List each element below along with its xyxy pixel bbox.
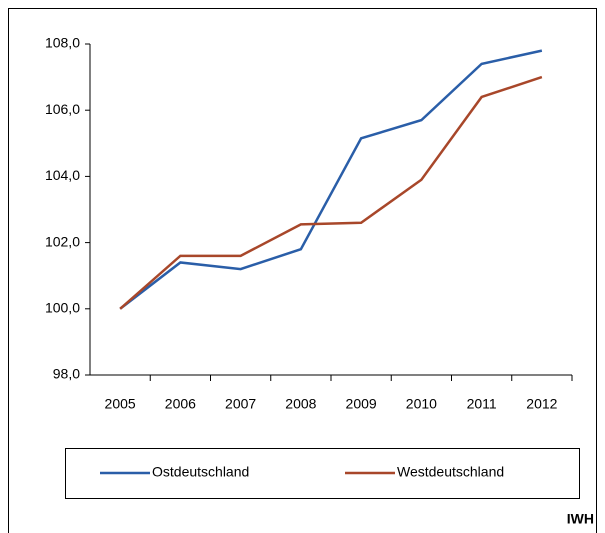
y-tick-label: 106,0 <box>45 101 80 117</box>
x-tick-label: 2011 <box>467 396 497 412</box>
line <box>119 75 543 310</box>
x-tick-label: 2008 <box>285 396 316 412</box>
y-tick-label: 100,0 <box>45 300 80 316</box>
y-tick-label: 98,0 <box>53 366 80 382</box>
x-tick-label: 2009 <box>346 396 377 412</box>
x-tick-label: 2005 <box>105 396 136 412</box>
legend-label: Ostdeutschland <box>152 464 249 480</box>
x-tick-label: 2010 <box>406 396 437 412</box>
frame <box>8 8 597 533</box>
y-tick-label: 102,0 <box>45 233 80 249</box>
x-tick-label: 2012 <box>526 396 557 412</box>
x-tick-label: 2006 <box>165 396 196 412</box>
legend-box <box>65 448 580 499</box>
y-tick-label: 108,0 <box>45 35 80 51</box>
y-tick-label: 104,0 <box>45 167 80 183</box>
source: IWH <box>567 511 594 527</box>
legend-label: Westdeutschland <box>397 464 504 480</box>
x-tick-label: 2007 <box>225 396 256 412</box>
line <box>119 49 543 310</box>
